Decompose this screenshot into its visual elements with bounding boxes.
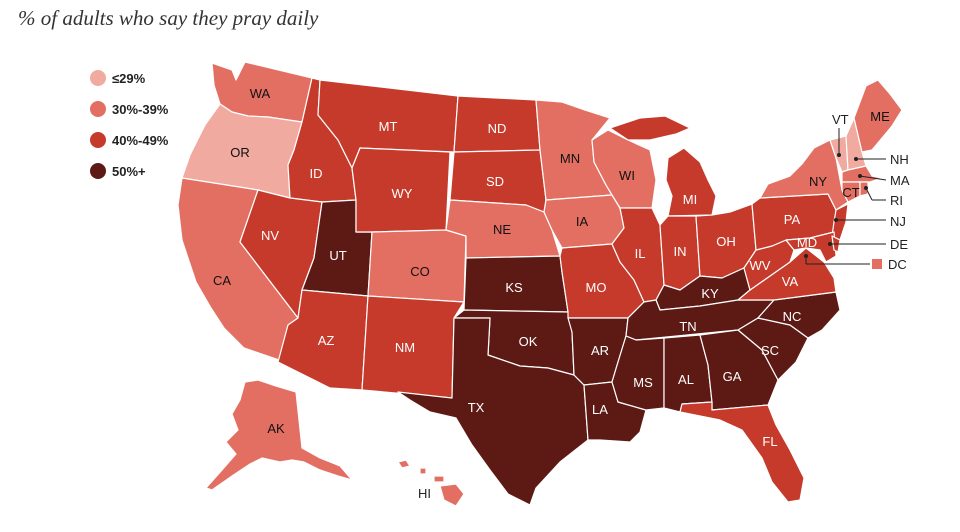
state-ny: NY — [759, 139, 849, 211]
state-nv: NV — [239, 189, 323, 319]
state-label-ne: NE — [493, 222, 511, 237]
state-co: CO — [367, 229, 467, 303]
state-label-ok: OK — [519, 334, 538, 349]
state-sc: SC — [737, 317, 809, 381]
state-label-wa: WA — [250, 86, 271, 101]
state-label-ia: IA — [576, 214, 589, 229]
state-label-or: OR — [230, 145, 250, 160]
state-label-va: VA — [782, 274, 799, 289]
state-ia: IA — [543, 194, 625, 249]
state-label-sd: SD — [486, 174, 504, 189]
state-label-tn: TN — [679, 319, 696, 334]
state-label-la: LA — [592, 402, 608, 417]
state-label-wy: WY — [392, 186, 413, 201]
state-label-md: MD — [797, 235, 817, 250]
state-label-az: AZ — [318, 333, 335, 348]
state-mi-up — [609, 115, 691, 141]
state-label-ri: RI — [890, 193, 903, 208]
legend-swatch — [90, 101, 106, 117]
state-ct: CT — [841, 181, 861, 203]
state-label-ny: NY — [809, 174, 827, 189]
state-label-nd: ND — [488, 121, 507, 136]
state-label-ak: AK — [267, 421, 285, 436]
state-ri — [859, 181, 869, 197]
state-label-wi: WI — [619, 168, 635, 183]
state-mi: MI — [665, 147, 717, 217]
state-ks: KS — [463, 255, 569, 313]
state-md: MD — [785, 231, 837, 263]
legend-item: ≤29% — [90, 70, 168, 86]
legend-item: 50%+ — [90, 163, 168, 179]
legend-swatch — [90, 163, 106, 179]
state-label-ms: MS — [633, 375, 653, 390]
state-label-nv: NV — [261, 228, 279, 243]
dc-swatch — [872, 259, 882, 269]
state-label-ca: CA — [213, 273, 231, 288]
legend-swatch — [90, 70, 106, 86]
legend: ≤29% 30%-39% 40%-49% 50%+ — [90, 70, 168, 194]
state-label-ga: GA — [723, 369, 742, 384]
state-mn: MN — [535, 99, 613, 201]
legend-swatch — [90, 132, 106, 148]
state-in: IN — [659, 215, 701, 291]
state-nm: NM — [361, 295, 465, 399]
state-label-ks: KS — [505, 280, 523, 295]
state-label-ky: KY — [701, 286, 719, 301]
state-ca: CA — [177, 177, 299, 361]
state-ne: NE — [445, 199, 561, 259]
state-label-ct: CT — [842, 185, 859, 200]
state-label-sc: SC — [761, 343, 779, 358]
state-label-pa: PA — [784, 212, 801, 227]
state-me: ME — [853, 79, 903, 153]
state-label-tx: TX — [468, 400, 485, 415]
state-label-mn: MN — [560, 151, 580, 166]
state-label-nj: NJ — [890, 214, 906, 229]
legend-label: 30%-39% — [112, 101, 169, 117]
state-label-nc: NC — [783, 309, 802, 324]
state-fl: FL — [679, 401, 805, 503]
state-hi — [397, 459, 465, 507]
small-state-labels: VT NH MA RI NJ DE DC HI — [418, 112, 910, 501]
legend-label: ≤29% — [112, 70, 146, 86]
state-al: AL — [663, 334, 713, 413]
state-label-nm: NM — [395, 340, 415, 355]
state-label-il: IL — [635, 246, 646, 261]
state-wv: WV — [743, 239, 795, 291]
state-label-fl: FL — [762, 434, 777, 449]
state-label-wv: WV — [750, 258, 771, 273]
state-ak: AK — [205, 379, 353, 491]
state-label-id: ID — [310, 166, 323, 181]
map-title: % of adults who say they pray daily — [18, 6, 319, 30]
state-label-mo: MO — [586, 280, 607, 295]
state-label-vt: VT — [832, 112, 849, 127]
legend-label: 50%+ — [112, 163, 146, 179]
state-label-mt: MT — [379, 119, 398, 134]
state-label-co: CO — [410, 264, 430, 279]
legend-item: 40%-49% — [90, 132, 168, 148]
legend-label: 40%-49% — [112, 132, 169, 148]
state-nd: ND — [453, 95, 541, 153]
state-ut: UT — [301, 199, 373, 297]
state-label-nh: NH — [890, 152, 909, 167]
state-label-hi: HI — [418, 486, 431, 501]
state-label-ar: AR — [591, 343, 609, 358]
state-label-in: IN — [674, 244, 687, 259]
state-or: OR — [181, 103, 303, 199]
legend-item: 30%-39% — [90, 101, 168, 117]
state-label-me: ME — [870, 109, 890, 124]
state-label-de: DE — [890, 237, 908, 252]
state-label-ut: UT — [329, 248, 346, 263]
state-wy: WY — [351, 147, 451, 233]
state-label-mi: MI — [683, 192, 697, 207]
state-label-ma: MA — [890, 173, 910, 188]
state-label-dc: DC — [888, 257, 907, 272]
state-label-oh: OH — [716, 234, 736, 249]
state-label-al: AL — [678, 372, 694, 387]
state-ms: MS — [611, 335, 665, 411]
state-tx: TX — [397, 317, 589, 506]
state-az: AZ — [277, 289, 369, 391]
